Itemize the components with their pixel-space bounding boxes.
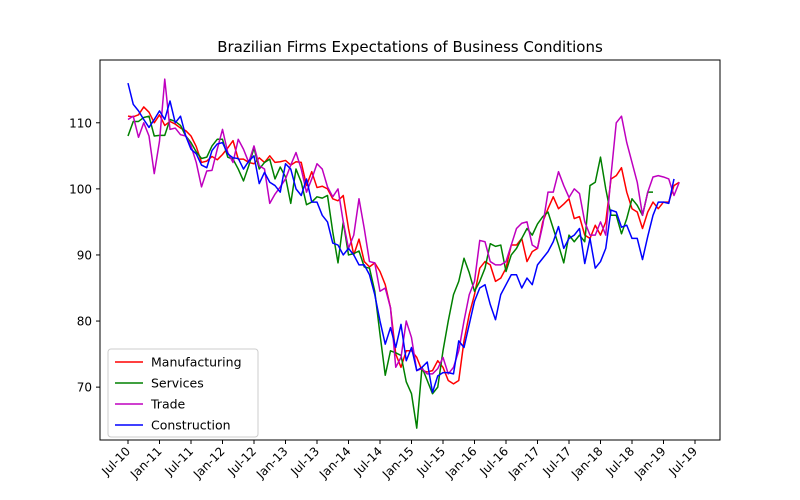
chart-title: Brazilian Firms Expectations of Business… xyxy=(217,38,603,56)
y-axis: 70 80 90 100 110 xyxy=(69,116,100,395)
y-tick-label: 100 xyxy=(69,182,92,196)
series-line-construction xyxy=(127,82,675,394)
series-layer xyxy=(127,78,680,429)
x-tick-label: Jul-11 xyxy=(161,444,196,479)
legend-label: Construction xyxy=(151,418,231,433)
legend-box xyxy=(107,348,259,438)
x-tick-label: Jul-10 xyxy=(98,444,133,479)
y-tick-label: 80 xyxy=(77,315,92,329)
x-tick-label: Jul-17 xyxy=(539,444,574,479)
series-line-manufacturing xyxy=(127,106,680,385)
x-tick-label: Jan-17 xyxy=(505,444,543,482)
y-tick-label: 90 xyxy=(77,248,92,262)
x-tick-label: Jan-18 xyxy=(568,444,606,482)
x-tick-label: Jul-15 xyxy=(413,444,448,479)
legend-label: Services xyxy=(151,376,204,391)
x-tick-label: Jan-11 xyxy=(127,444,165,482)
x-tick-label: Jan-15 xyxy=(379,444,417,482)
y-tick-label: 110 xyxy=(69,116,92,130)
legend-label: Manufacturing xyxy=(151,355,242,370)
x-axis: Jul-10Jan-11Jul-11Jan-12Jul-12Jan-13Jul-… xyxy=(98,440,700,482)
plot-area xyxy=(99,59,721,441)
x-tick-label: Jul-14 xyxy=(350,444,385,479)
legend-label: Trade xyxy=(150,397,186,412)
x-tick-label: Jul-13 xyxy=(287,444,322,479)
legend: Manufacturing Services Trade Construction xyxy=(107,348,259,438)
x-tick-label: Jan-16 xyxy=(442,444,480,482)
x-tick-label: Jul-16 xyxy=(476,444,511,479)
x-tick-label: Jul-19 xyxy=(665,444,700,479)
x-tick-label: Jul-18 xyxy=(602,444,637,479)
x-tick-label: Jan-19 xyxy=(631,444,669,482)
x-tick-label: Jul-12 xyxy=(224,444,259,479)
x-tick-label: Jan-13 xyxy=(253,444,291,482)
x-tick-label: Jan-14 xyxy=(316,444,354,482)
x-tick-label: Jan-12 xyxy=(190,444,228,482)
series-line-services xyxy=(127,115,653,429)
y-tick-label: 70 xyxy=(77,381,92,395)
